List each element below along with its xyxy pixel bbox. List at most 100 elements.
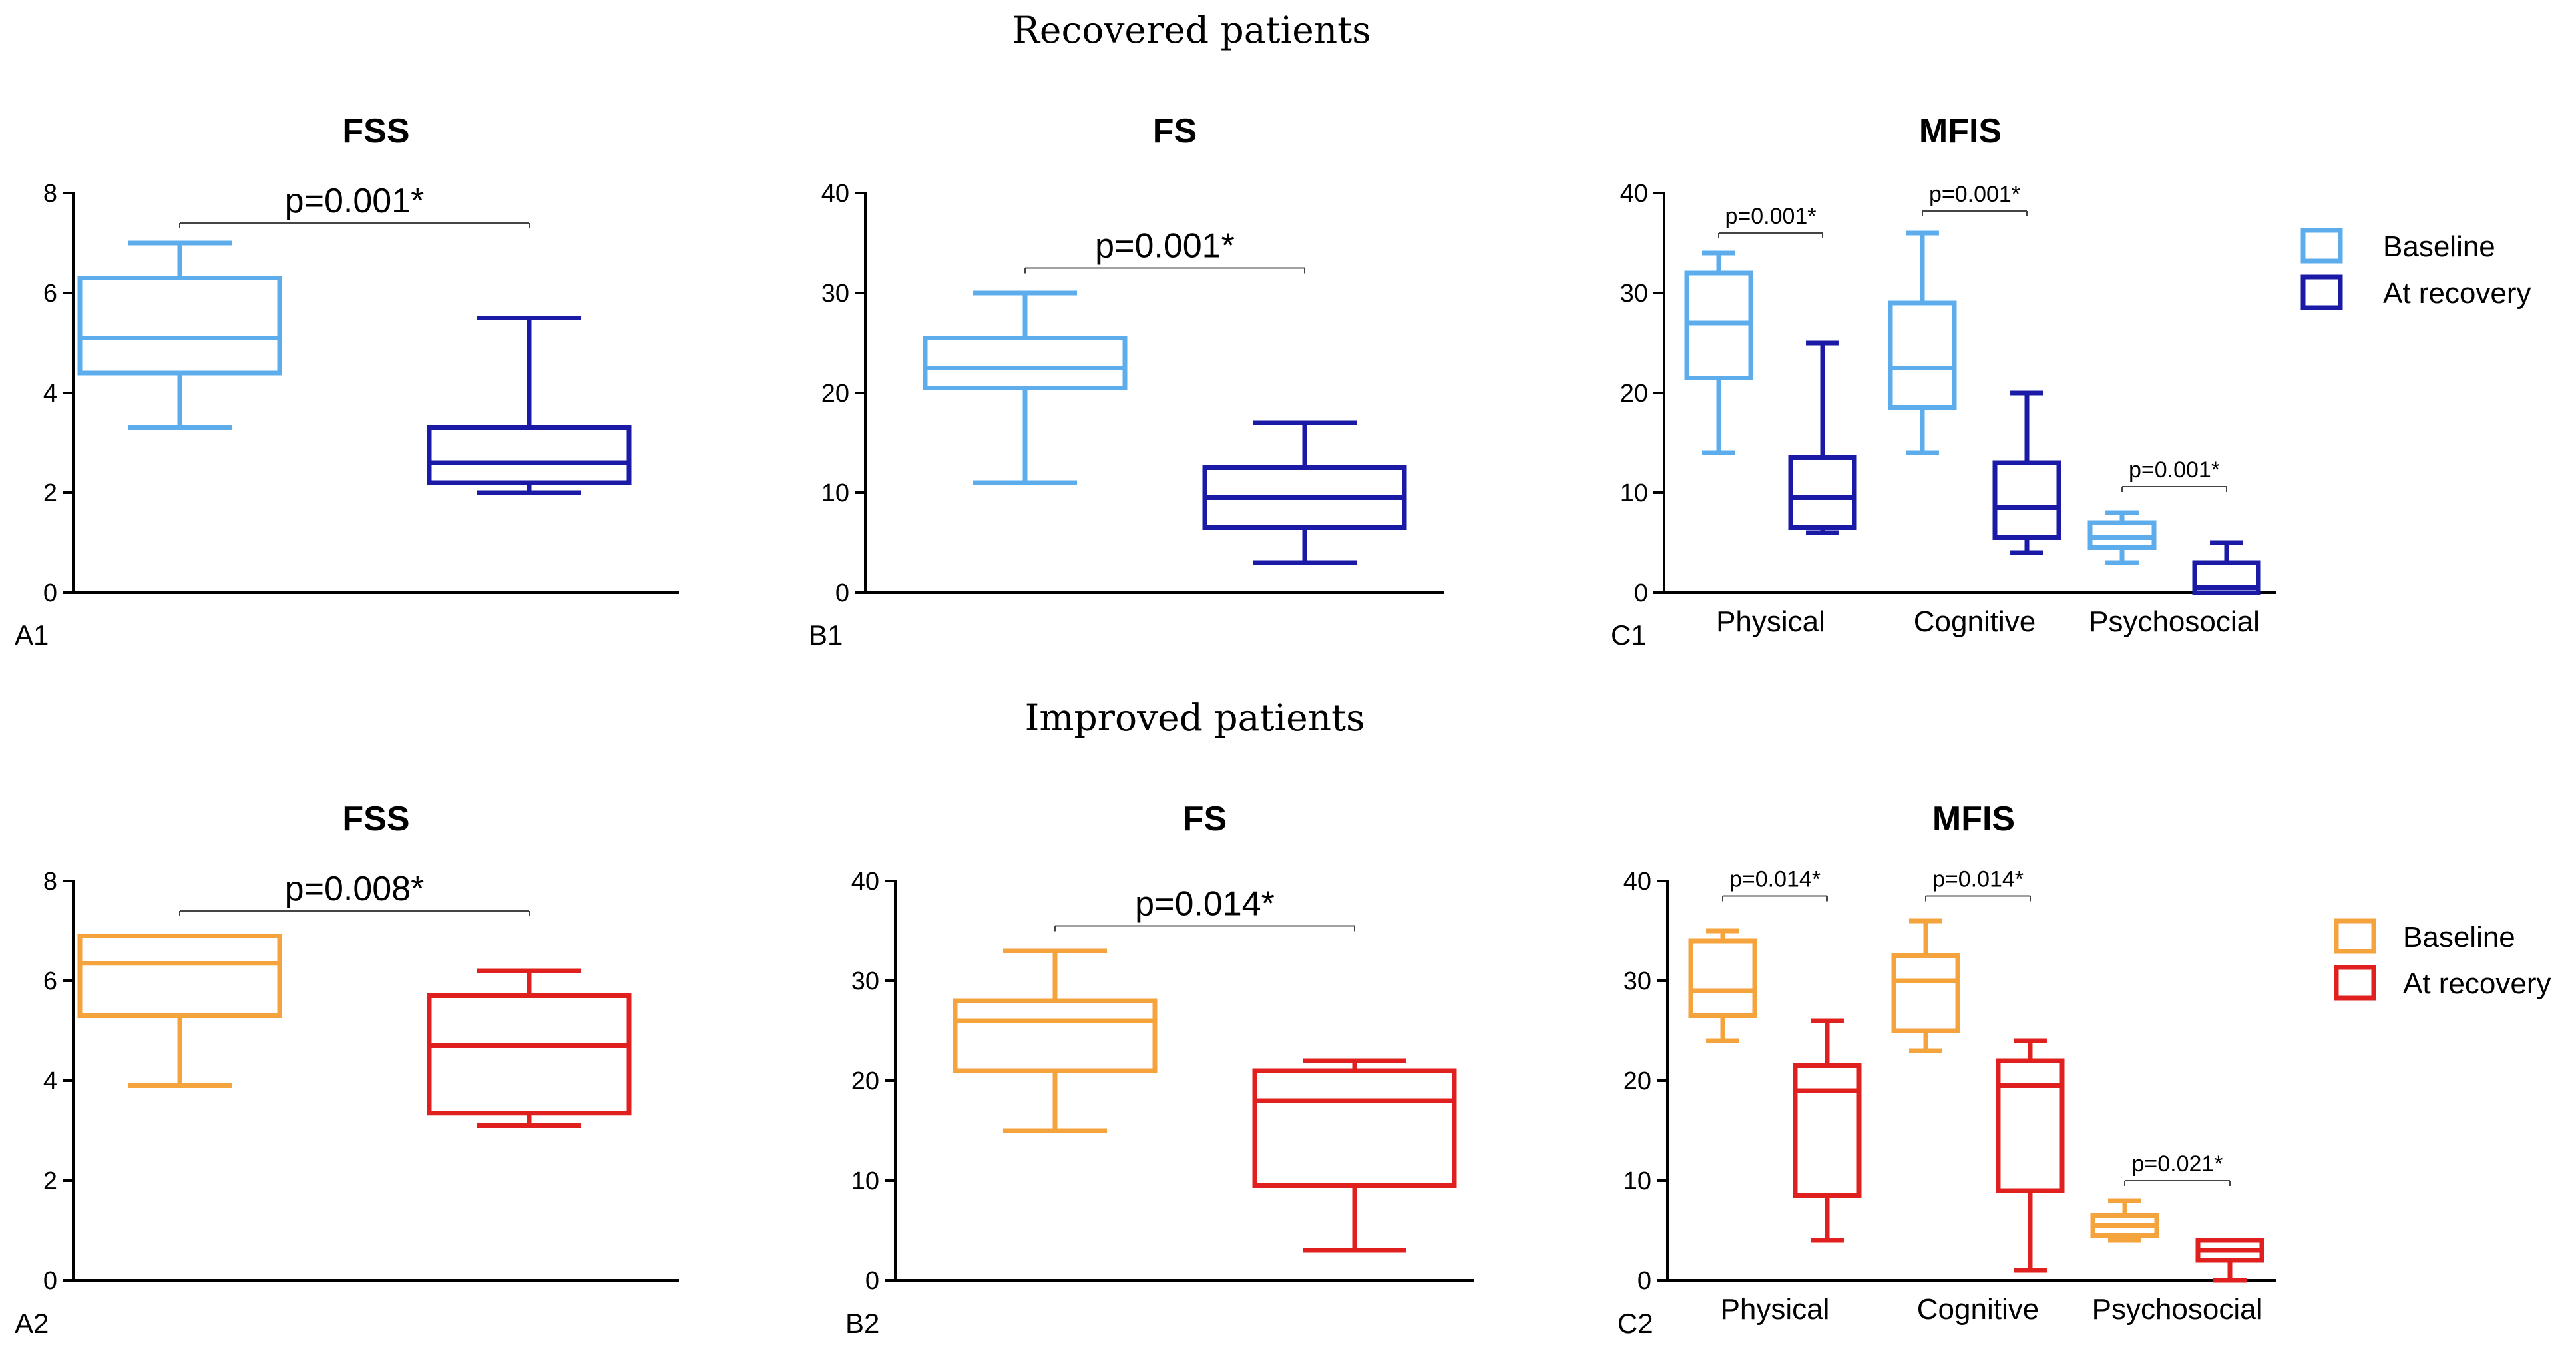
box-at-recovery	[1252, 1058, 1457, 1253]
y-tick-label: 6	[43, 967, 57, 995]
y-tick-label: 40	[1620, 180, 1648, 208]
box-at-recovery	[1793, 1018, 1862, 1243]
p-value-label: p=0.001*	[1725, 204, 1816, 229]
box-iqr	[953, 998, 1158, 1073]
x-category-label: Psychosocial	[2092, 1293, 2263, 1326]
x-category-label: Psychosocial	[2089, 605, 2260, 638]
box-baseline	[77, 934, 282, 1088]
box-baseline	[77, 240, 282, 430]
y-tick-label: 40	[851, 868, 879, 896]
y-tick-label: 20	[851, 1067, 879, 1095]
box-at-recovery	[427, 968, 632, 1128]
y-tick-label: 40	[821, 180, 849, 208]
box-iqr	[1992, 460, 2061, 540]
p-value-label: p=0.001*	[2129, 457, 2220, 483]
box-iqr	[1996, 1058, 2065, 1193]
p-value-label: p=0.001*	[1929, 182, 2020, 207]
box-at-recovery	[1788, 340, 1857, 535]
legend-label-baseline: Baseline	[2383, 230, 2495, 263]
box-iqr	[1888, 300, 1957, 410]
chart-panel-a2: FSS A2 0 2 4 6 8 p=0.008*	[15, 800, 679, 1339]
box-baseline	[1891, 918, 1960, 1053]
y-tick-label: 0	[835, 579, 849, 607]
panel-label: C1	[1611, 619, 1647, 651]
y-tick-label: 2	[43, 479, 57, 507]
legend-label-baseline: Baseline	[2403, 921, 2515, 953]
y-tick-label: 10	[1620, 479, 1648, 507]
panel-label: B1	[809, 619, 843, 651]
y-tick-label: 6	[43, 280, 57, 308]
y-tick-label: 10	[851, 1167, 879, 1195]
y-tick-label: 20	[821, 380, 849, 407]
y-tick-label: 10	[821, 479, 849, 507]
box-iqr	[77, 276, 282, 376]
chart-panel-c1: MFIS C1 0 10 20 30 40 Physical Cognitive Psychoso…	[1611, 112, 2276, 651]
y-tick-label: 4	[43, 1067, 57, 1095]
box-iqr	[77, 934, 282, 1018]
section-title-recovered: Recovered patients	[1012, 9, 1371, 51]
y-tick-label: 4	[43, 380, 57, 407]
box-at-recovery	[2195, 1238, 2264, 1283]
box-baseline	[923, 290, 1128, 485]
y-tick-label: 20	[1623, 1067, 1651, 1095]
x-category-label: Cognitive	[1914, 605, 2036, 638]
box-iqr	[1793, 1063, 1862, 1198]
box-at-recovery	[1202, 420, 1407, 565]
box-iqr	[1684, 270, 1753, 380]
y-tick-label: 30	[821, 280, 849, 308]
box-baseline	[2087, 510, 2157, 565]
chart-panel-b2: FS B2 0 10 20 30 40 p=0.014*	[845, 800, 1474, 1339]
y-tick-label: 0	[43, 579, 57, 607]
chart-title: MFIS	[1919, 112, 2002, 150]
legend-swatch-baseline	[2334, 918, 2376, 954]
panel-label: A1	[15, 619, 49, 651]
legend-swatch-baseline	[2300, 228, 2343, 264]
y-tick-label: 0	[1637, 1267, 1651, 1295]
panel-label: A2	[15, 1308, 49, 1339]
chart-title: FSS	[342, 112, 409, 150]
box-baseline	[1888, 230, 1957, 455]
box-iqr	[427, 993, 632, 1116]
box-iqr	[2192, 560, 2261, 595]
chart-title: MFIS	[1932, 800, 2015, 838]
p-value-label: p=0.021*	[2131, 1151, 2223, 1177]
box-baseline	[953, 948, 1158, 1133]
y-tick-label: 8	[43, 180, 57, 208]
y-tick-label: 0	[865, 1267, 879, 1295]
p-value-label: p=0.001*	[285, 182, 425, 220]
y-tick-label: 30	[1620, 280, 1648, 308]
chart-title: FS	[1183, 800, 1227, 838]
box-at-recovery	[1992, 390, 2061, 555]
box-iqr	[427, 425, 632, 485]
y-tick-label: 0	[1634, 579, 1648, 607]
x-category-label: Cognitive	[1917, 1293, 2039, 1326]
box-iqr	[1891, 953, 1960, 1033]
box-iqr	[923, 336, 1128, 390]
p-value-label: p=0.014*	[1729, 867, 1821, 892]
y-tick-label: 30	[1623, 967, 1651, 995]
section-title-improved: Improved patients	[1025, 696, 1365, 739]
y-tick-label: 2	[43, 1167, 57, 1195]
box-baseline	[2090, 1198, 2159, 1243]
panel-label: C2	[1617, 1308, 1653, 1339]
box-iqr	[1788, 455, 1857, 530]
x-category-label: Physical	[1721, 1293, 1830, 1326]
legend-label-at-recovery: At recovery	[2383, 277, 2531, 310]
legend-swatch-at-recovery	[2334, 965, 2376, 1001]
panel-label: B2	[845, 1308, 879, 1339]
legend-swatch-at-recovery	[2300, 274, 2343, 310]
y-tick-label: 10	[1623, 1167, 1651, 1195]
chart-panel-b1: FS B1 0 10 20 30 40 p=0.001*	[809, 112, 1444, 651]
box-iqr	[1688, 938, 1757, 1018]
p-value-label: p=0.008*	[285, 870, 425, 908]
p-value-label: p=0.014*	[1135, 885, 1275, 924]
p-value-label: p=0.001*	[1095, 227, 1235, 266]
y-tick-label: 0	[43, 1267, 57, 1295]
y-tick-label: 40	[1623, 868, 1651, 896]
legend-label-at-recovery: At recovery	[2403, 967, 2551, 1000]
legend-recovered: Baseline At recovery	[2300, 228, 2531, 310]
chart-title: FSS	[342, 800, 409, 838]
x-category-label: Physical	[1716, 605, 1825, 638]
